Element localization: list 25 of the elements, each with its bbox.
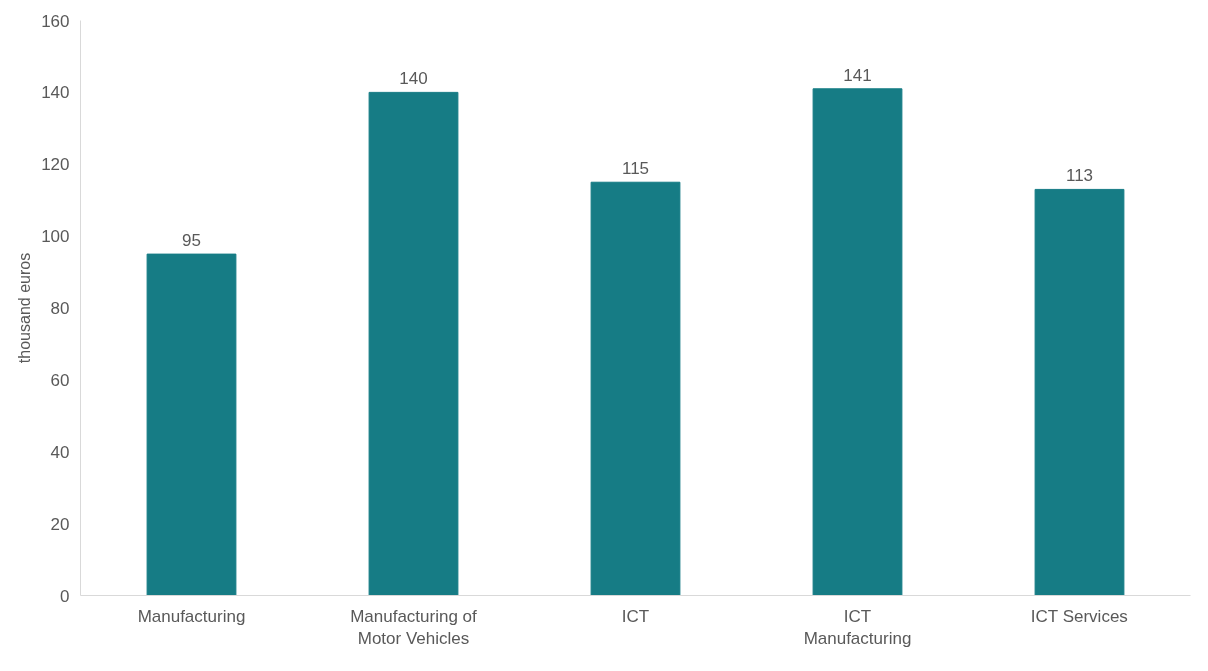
x-tick-label: Manufacturing: [137, 606, 246, 626]
bar: [812, 88, 903, 596]
y-tick-label: 80: [50, 299, 70, 318]
y-tick-label: 140: [41, 83, 70, 103]
bar: [146, 253, 237, 596]
data-label: 140: [399, 69, 428, 89]
y-tick-label: 160: [41, 11, 70, 31]
y-tick-label: 100: [41, 227, 70, 247]
data-label: 113: [1065, 166, 1094, 186]
y-tick-label: 20: [50, 514, 70, 534]
x-tick-label: ICT Manufacturing: [803, 606, 912, 649]
x-tick-label: ICT: [621, 606, 650, 626]
y-tick-label: 40: [50, 442, 70, 462]
x-tick-label: Manufacturing of Motor Vehicles: [350, 606, 478, 649]
y-tick-label: 120: [41, 155, 70, 175]
x-tick-label: ICT Services: [1030, 606, 1128, 626]
bar: [368, 91, 459, 596]
data-label: 141: [843, 65, 872, 85]
y-tick-label: 60: [50, 370, 70, 390]
data-label: 95: [182, 231, 201, 251]
bar: [590, 181, 681, 596]
bar: [1034, 188, 1125, 596]
y-axis-title: thousand euros: [16, 252, 34, 364]
data-label: 115: [621, 159, 650, 179]
y-tick-label: 0: [60, 586, 70, 606]
